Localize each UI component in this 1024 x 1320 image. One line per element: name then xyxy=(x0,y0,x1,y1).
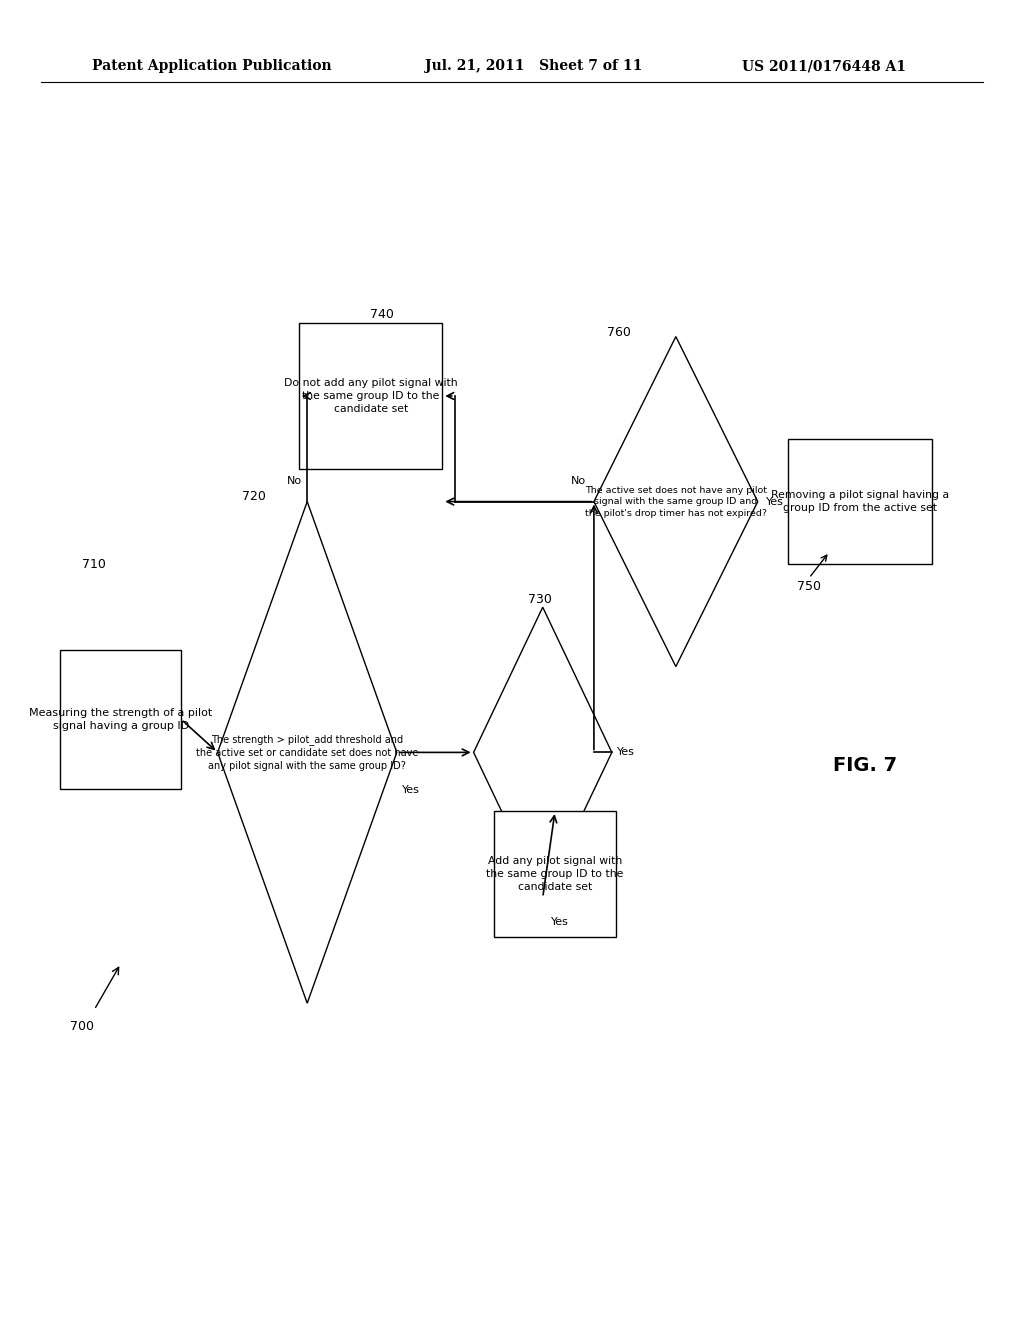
Polygon shape xyxy=(473,607,612,898)
Text: Yes: Yes xyxy=(616,747,635,758)
Text: 760: 760 xyxy=(606,326,631,339)
Text: Yes: Yes xyxy=(551,917,568,928)
Text: 730: 730 xyxy=(527,593,552,606)
Text: 710: 710 xyxy=(82,558,106,572)
Text: Measuring the strength of a pilot
signal having a group ID: Measuring the strength of a pilot signal… xyxy=(30,708,212,731)
FancyBboxPatch shape xyxy=(299,323,442,469)
Text: Yes: Yes xyxy=(401,785,420,796)
Text: US 2011/0176448 A1: US 2011/0176448 A1 xyxy=(742,59,906,73)
FancyBboxPatch shape xyxy=(788,438,932,565)
Text: The active set does not have any pilot
signal with the same group ID and
the pil: The active set does not have any pilot s… xyxy=(585,486,767,517)
FancyBboxPatch shape xyxy=(60,649,181,788)
Text: 750: 750 xyxy=(797,579,821,593)
Text: FIG. 7: FIG. 7 xyxy=(834,756,897,775)
Text: 740: 740 xyxy=(370,308,394,321)
FancyBboxPatch shape xyxy=(494,810,616,937)
Text: Patent Application Publication: Patent Application Publication xyxy=(92,59,332,73)
Text: 700: 700 xyxy=(70,1020,94,1034)
Polygon shape xyxy=(217,502,396,1003)
Text: Removing a pilot signal having a
group ID from the active set: Removing a pilot signal having a group I… xyxy=(771,490,949,513)
Text: Add any pilot signal with
the same group ID to the
candidate set: Add any pilot signal with the same group… xyxy=(486,855,624,892)
Text: Yes: Yes xyxy=(766,496,783,507)
Text: Jul. 21, 2011   Sheet 7 of 11: Jul. 21, 2011 Sheet 7 of 11 xyxy=(425,59,642,73)
Text: The strength > pilot_add threshold and
the active set or candidate set does not : The strength > pilot_add threshold and t… xyxy=(196,734,419,771)
Polygon shape xyxy=(594,337,758,667)
Text: 720: 720 xyxy=(242,490,266,503)
Text: No: No xyxy=(570,475,586,486)
Text: Do not add any pilot signal with
the same group ID to the
candidate set: Do not add any pilot signal with the sam… xyxy=(284,378,458,414)
Text: No: No xyxy=(287,475,302,486)
